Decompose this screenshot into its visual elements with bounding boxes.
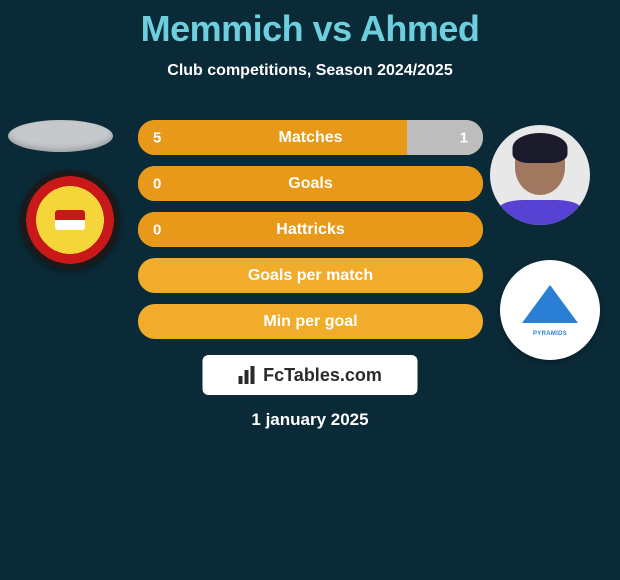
stat-label: Matches [278,129,342,147]
stat-value-left: 5 [153,129,161,146]
stat-bar-fill-right [407,120,483,155]
stat-bar: 0 Hattricks [138,212,483,247]
brand-text: FcTables.com [263,365,382,386]
player-avatar-left [8,120,113,152]
stat-label: Min per goal [263,313,357,331]
subtitle: Club competitions, Season 2024/2025 [0,62,620,80]
page-title: Memmich vs Ahmed [0,0,620,50]
brand-box[interactable]: FcTables.com [203,355,418,395]
stat-bar: Min per goal [138,304,483,339]
stat-bar: 0 Goals [138,166,483,201]
player-avatar-right [490,125,590,225]
stat-bar-fill-left [138,120,407,155]
stat-label: Goals per match [248,267,373,285]
club-badge-left [20,170,120,270]
club-badge-right [500,260,600,360]
stat-value-left: 0 [153,175,161,192]
stat-bar: Goals per match [138,258,483,293]
stat-bar: 5 1 Matches [138,120,483,155]
stats-container: 5 1 Matches 0 Goals 0 Hattricks Goals per match… [138,120,483,350]
pyramids-logo-icon [515,275,585,345]
stat-label: Goals [288,175,332,193]
stat-label: Hattricks [276,221,344,239]
date-text: 1 january 2025 [251,410,368,430]
stat-value-right: 1 [460,129,468,146]
bar-chart-icon [238,366,258,384]
stat-value-left: 0 [153,221,161,238]
player-jersey [500,200,580,225]
